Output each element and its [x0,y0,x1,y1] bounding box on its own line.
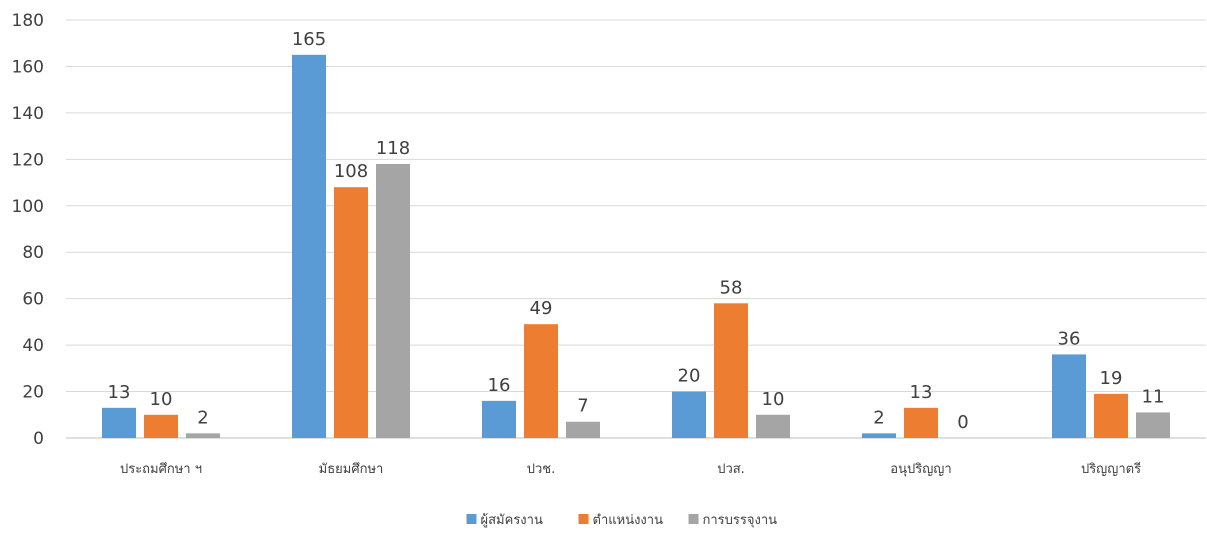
bar [672,391,706,438]
gridlines [66,19,1206,439]
bar [1094,393,1128,438]
bar [334,187,368,438]
y-axis-ticks: 0 20 40 60 80 100 120 140 160 180 [12,11,44,449]
x-tick-label: อนุปริญญา [890,462,951,477]
data-label: 7 [577,396,588,417]
y-tick-label: 100 [12,197,44,217]
x-tick-label: มัธยมศึกษา [319,462,384,477]
data-label: 11 [1142,386,1165,407]
legend-swatch [466,514,477,524]
data-label: 16 [488,375,511,396]
data-label: 2 [873,407,884,428]
data-label: 165 [292,29,326,50]
y-tick-label: 120 [12,150,44,170]
data-label: 20 [678,366,701,387]
bar [566,421,600,438]
bar [144,414,178,438]
x-tick-label: ปริญญาตรี [1081,461,1141,477]
data-label: 36 [1058,328,1081,349]
legend-label: ผู้สมัครงาน [481,513,543,528]
data-label: 10 [150,389,173,410]
y-tick-label: 60 [22,290,44,310]
y-tick-label: 140 [12,104,44,124]
legend-swatch [688,514,699,524]
data-label: 13 [108,382,131,403]
data-label: 49 [530,298,553,319]
x-tick-label: ปวช. [527,462,556,477]
bar [292,54,326,438]
x-axis-categories: ประถมศึกษา ฯ มัธยมศึกษา ปวช. ปวส. อนุปริญญา ป… [120,461,1141,477]
data-label: 118 [376,138,410,159]
bar [1136,412,1170,438]
bar [376,163,410,438]
y-tick-label: 160 [12,57,44,77]
data-label: 58 [720,277,743,298]
bar [714,303,748,438]
x-tick-label: ปวส. [717,462,745,477]
bar [904,407,938,438]
bar [1052,354,1086,438]
bar [482,400,516,438]
data-label: 108 [334,161,368,182]
bars [102,54,1170,438]
y-tick-label: 80 [22,243,44,263]
x-tick-label: ประถมศึกษา ฯ [120,462,202,477]
bar [186,433,220,438]
y-tick-label: 40 [22,336,44,356]
bar [102,407,136,438]
data-label: 13 [910,382,933,403]
data-label: 19 [1100,368,1123,389]
bar [524,324,558,438]
y-tick-label: 180 [12,11,44,31]
bar [756,414,790,438]
data-label: 0 [957,412,968,433]
data-label: 2 [197,407,208,428]
legend: ผู้สมัครงาน ตำแหน่งงาน การบรรจุงาน [466,513,778,528]
legend-swatch [578,514,589,524]
legend-label: การบรรจุงาน [703,513,778,528]
y-tick-label: 20 [22,383,44,403]
legend-label: ตำแหน่งงาน [593,513,664,528]
data-label: 10 [762,389,785,410]
data-labels: 13 10 2 165 108 118 16 49 7 20 58 10 2 13 0 36 19 11 [108,29,1165,433]
bar [862,433,896,438]
y-tick-label: 0 [33,429,44,449]
